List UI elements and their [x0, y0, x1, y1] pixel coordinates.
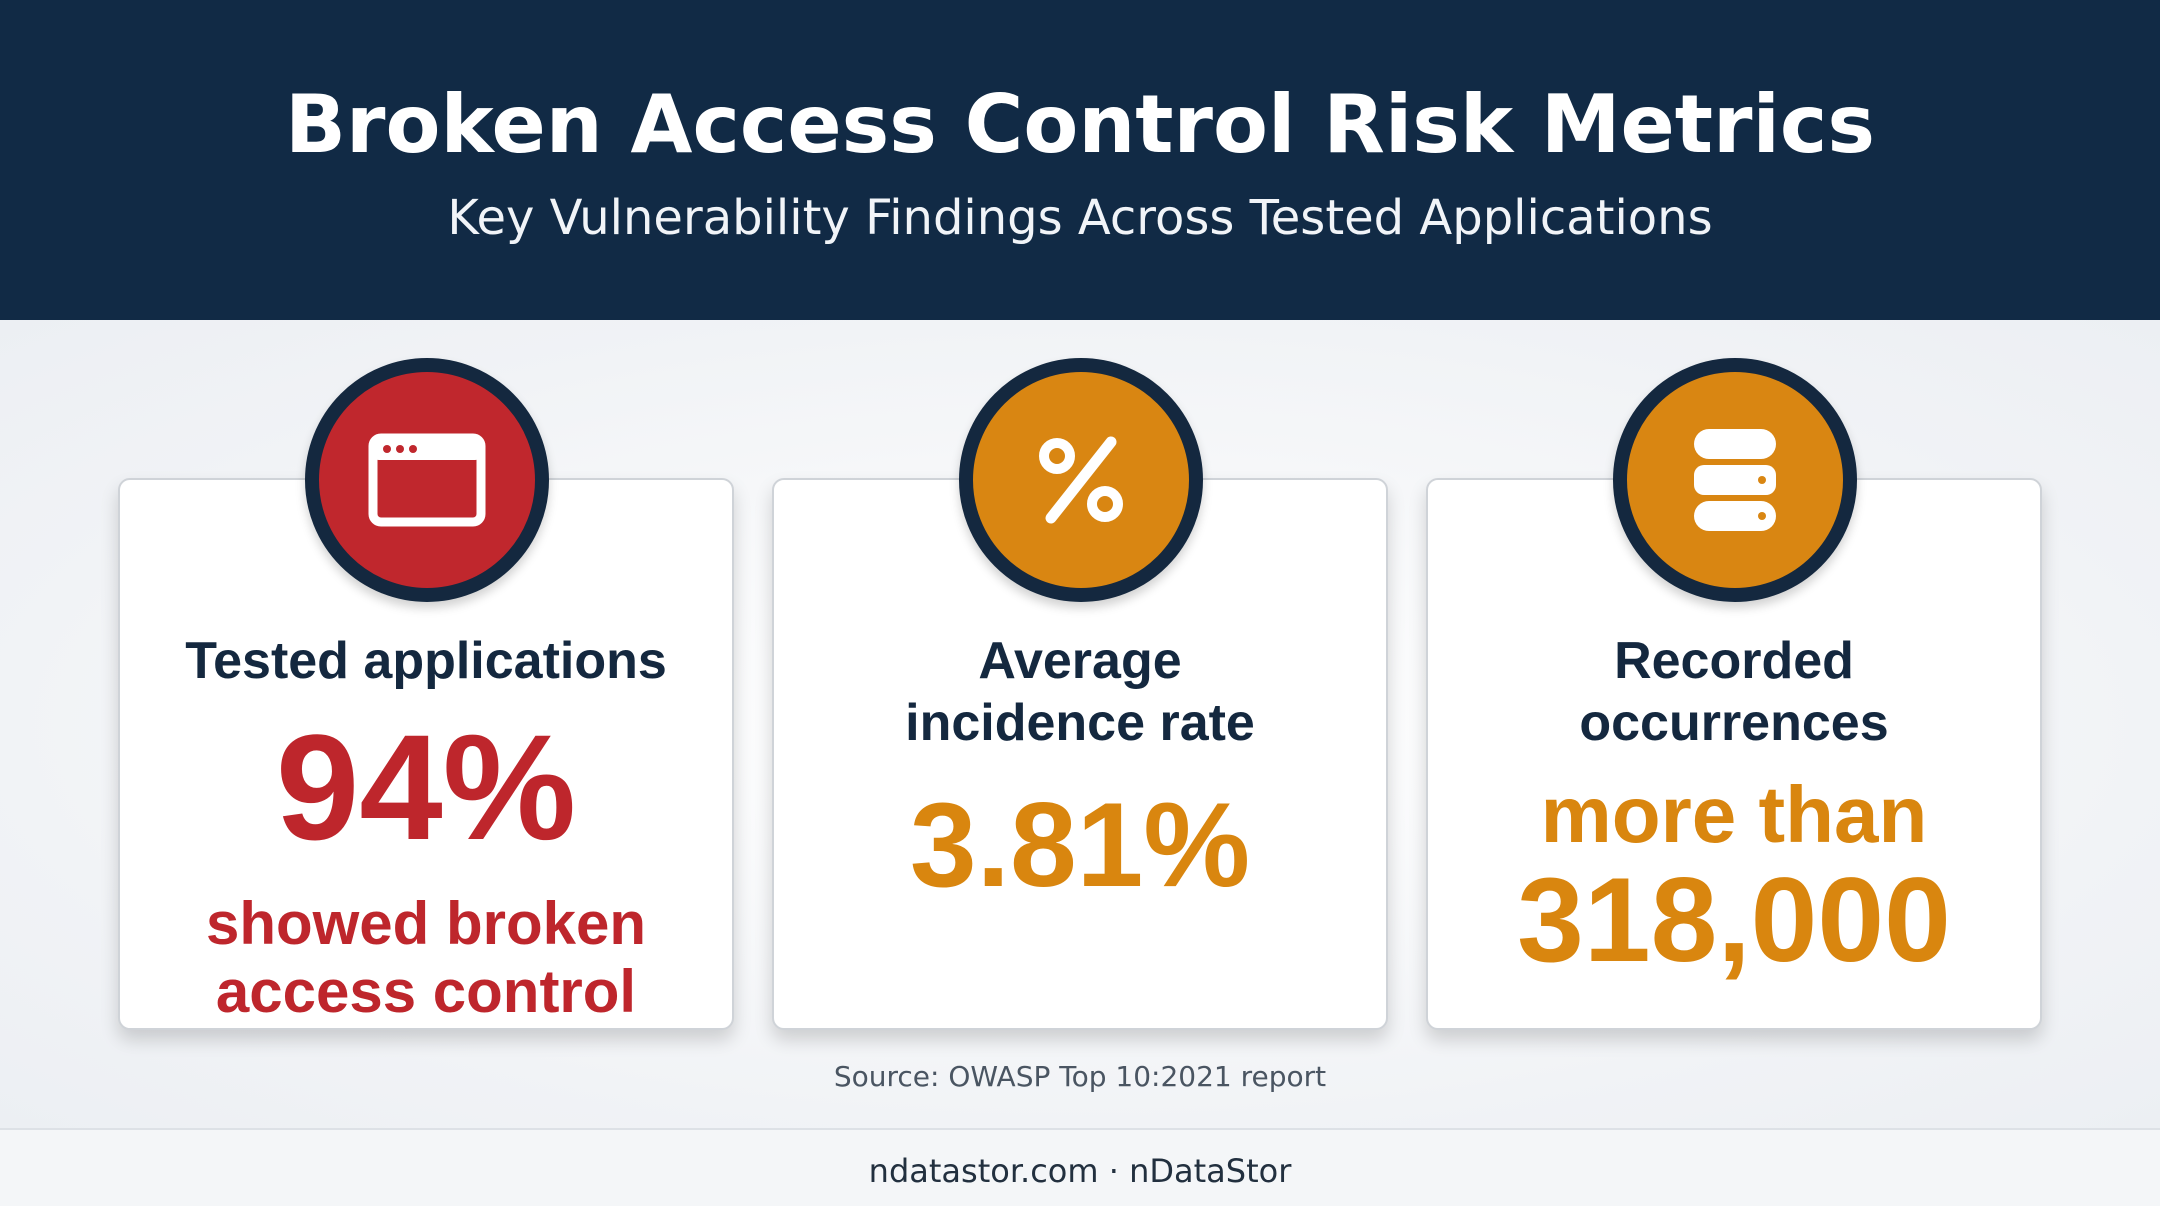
- footer: ndatastor.com · nDataStor: [0, 1130, 2160, 1206]
- metric-subtext-line: showed broken: [205, 890, 647, 957]
- footer-divider: [0, 1128, 2160, 1130]
- metric-subtext-line: access control: [215, 958, 637, 1025]
- metric-label: Average incidence rate: [774, 630, 1386, 754]
- source-note: Source: OWASP Top 10:2021 report: [833, 1060, 1327, 1093]
- metric-label-line: incidence rate: [905, 694, 1255, 752]
- metric-label: Tested applications: [185, 632, 667, 690]
- metric-label: Recorded occurrences: [1428, 630, 2040, 754]
- metric-subtext: showed broken access control: [120, 890, 732, 1026]
- footer-site-label: ndatastor.com · nDataStor: [868, 1152, 1292, 1190]
- metric-value: 318,000: [1517, 853, 1951, 987]
- metric-value: 94%: [275, 703, 577, 871]
- page-subtitle: Key Vulnerability Findings Across Tested…: [447, 190, 1713, 246]
- metric-label-line: Average: [978, 632, 1182, 690]
- page-title: Broken Access Control Risk Metrics: [285, 78, 1875, 171]
- database-icon: [1613, 358, 1857, 602]
- metric-label-line: Recorded: [1614, 632, 1854, 690]
- metric-label-line: occurrences: [1579, 694, 1889, 752]
- browser-window-icon: [305, 358, 549, 602]
- metric-prefix: more than: [1540, 770, 1928, 859]
- metric-value: 3.81%: [909, 778, 1251, 912]
- percent-icon: [959, 358, 1203, 602]
- header-banner: Broken Access Control Risk Metrics Key V…: [0, 0, 2160, 320]
